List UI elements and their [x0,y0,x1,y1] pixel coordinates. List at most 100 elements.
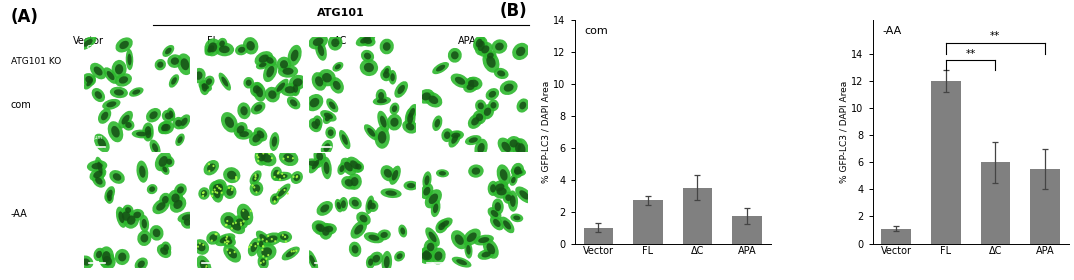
Ellipse shape [376,89,387,103]
Ellipse shape [158,121,171,134]
Ellipse shape [202,244,204,246]
Ellipse shape [84,39,92,47]
Ellipse shape [177,212,197,223]
Ellipse shape [287,156,289,158]
Ellipse shape [224,224,227,226]
Ellipse shape [246,80,251,86]
Ellipse shape [158,121,174,134]
Ellipse shape [153,228,160,237]
Ellipse shape [503,220,511,230]
Ellipse shape [235,129,252,140]
Ellipse shape [444,131,450,139]
Ellipse shape [215,191,217,193]
Ellipse shape [180,58,189,70]
Ellipse shape [478,41,484,51]
Ellipse shape [227,249,229,251]
Ellipse shape [308,118,322,132]
Ellipse shape [253,127,267,141]
Text: GFP-LC3: GFP-LC3 [87,45,116,50]
Ellipse shape [390,73,395,81]
Ellipse shape [268,152,271,155]
Ellipse shape [232,222,234,225]
Ellipse shape [180,216,194,229]
Ellipse shape [255,104,262,111]
Ellipse shape [329,101,335,109]
Ellipse shape [195,71,203,80]
Ellipse shape [520,190,529,200]
Ellipse shape [478,237,490,243]
Ellipse shape [258,238,265,250]
Ellipse shape [219,46,230,53]
Ellipse shape [173,200,183,209]
Text: APA: APA [458,36,477,46]
Ellipse shape [208,170,211,172]
Ellipse shape [130,209,144,221]
Ellipse shape [477,143,484,153]
Ellipse shape [473,110,487,124]
Ellipse shape [96,177,103,185]
Ellipse shape [455,77,465,85]
Ellipse shape [149,225,163,241]
Ellipse shape [296,175,299,178]
Ellipse shape [451,74,469,88]
Ellipse shape [259,55,268,63]
Ellipse shape [326,98,338,113]
Ellipse shape [105,192,114,204]
Ellipse shape [223,238,232,244]
Ellipse shape [382,42,391,51]
Ellipse shape [258,151,265,162]
Ellipse shape [378,131,387,144]
Ellipse shape [220,212,237,229]
Ellipse shape [514,138,528,160]
Ellipse shape [255,174,257,176]
Ellipse shape [325,115,331,121]
Ellipse shape [205,265,207,267]
Ellipse shape [220,235,236,247]
Ellipse shape [233,122,248,137]
Ellipse shape [349,242,361,257]
Ellipse shape [377,99,387,103]
Ellipse shape [284,236,286,238]
Ellipse shape [119,41,129,49]
Ellipse shape [204,38,221,56]
Ellipse shape [407,183,416,188]
Ellipse shape [241,106,248,115]
Ellipse shape [497,137,514,156]
Ellipse shape [417,248,436,264]
Ellipse shape [263,61,277,82]
Ellipse shape [320,204,330,213]
Ellipse shape [243,37,259,55]
Ellipse shape [220,192,222,194]
Ellipse shape [260,258,266,266]
Bar [682,188,712,244]
Ellipse shape [284,175,286,178]
Ellipse shape [483,239,498,259]
Ellipse shape [248,238,260,256]
Ellipse shape [311,72,326,91]
Ellipse shape [256,154,258,157]
Ellipse shape [468,80,474,87]
Ellipse shape [277,171,279,174]
Ellipse shape [432,62,449,74]
Ellipse shape [318,45,324,56]
Ellipse shape [96,251,102,258]
Ellipse shape [352,161,364,172]
Ellipse shape [209,181,226,196]
Ellipse shape [226,242,228,245]
Ellipse shape [231,189,233,191]
Ellipse shape [162,196,169,204]
Ellipse shape [335,199,343,212]
Ellipse shape [276,196,278,198]
Ellipse shape [160,164,170,175]
Ellipse shape [274,183,291,200]
Ellipse shape [134,258,148,271]
Ellipse shape [249,170,262,185]
Ellipse shape [379,39,394,54]
Y-axis label: % GFP-LC3 / DAPI Area: % GFP-LC3 / DAPI Area [840,80,848,183]
Ellipse shape [349,197,362,209]
Ellipse shape [381,251,392,273]
Ellipse shape [475,139,488,158]
Ellipse shape [98,162,103,174]
Ellipse shape [255,178,257,180]
Ellipse shape [295,176,297,178]
